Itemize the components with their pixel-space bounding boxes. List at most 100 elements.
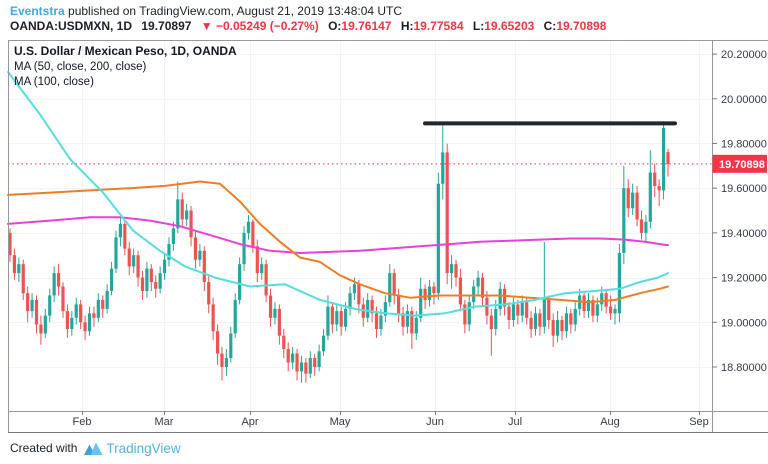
candle-up <box>158 273 162 289</box>
candle-down <box>92 313 96 318</box>
candle-down <box>489 315 493 329</box>
candle-down <box>202 250 206 283</box>
candle-up <box>242 232 246 265</box>
candle-up <box>171 228 175 245</box>
candle-down <box>136 255 140 278</box>
candle-down <box>653 172 657 186</box>
candle-up <box>317 351 321 367</box>
month-label: Mar <box>155 416 174 428</box>
legend-symbol-title[interactable]: U.S. Dollar / Mexican Peso, 1D, OANDA <box>14 44 237 58</box>
candle-down <box>189 210 193 238</box>
candle-up <box>648 172 652 222</box>
candle-down <box>502 288 507 307</box>
candle-down <box>401 313 405 327</box>
legend-ma-100[interactable]: MA (100, close) <box>14 76 94 88</box>
candle-up <box>17 264 21 274</box>
candle-down <box>282 335 286 350</box>
price-tick-label: 19.00000 <box>721 317 767 329</box>
candle-up <box>511 304 516 321</box>
candle-down <box>538 313 542 327</box>
candle-up <box>379 315 383 329</box>
close-label: C: <box>543 19 557 33</box>
candle-up <box>494 308 498 329</box>
tradingview-brand-link[interactable]: TradingView <box>106 440 181 456</box>
candle-up <box>617 252 622 314</box>
candle-up <box>450 264 454 274</box>
candle-up <box>344 308 348 327</box>
candle-up <box>70 317 74 329</box>
candle-up <box>87 313 92 332</box>
candle-up <box>43 315 47 334</box>
candle-up <box>555 320 560 336</box>
price-change-text: ▼ −0.05249 (−0.27%) <box>200 19 319 33</box>
candle-down <box>657 185 661 191</box>
candle-down <box>370 299 374 314</box>
candle-up <box>176 199 180 229</box>
candle-up <box>291 353 295 363</box>
candle-down <box>101 299 105 309</box>
candle-up <box>573 308 577 325</box>
candle-down <box>666 152 670 164</box>
candle-up <box>105 290 109 309</box>
candle-down <box>304 362 308 374</box>
candle-down <box>295 353 299 372</box>
month-label: May <box>330 416 351 428</box>
gridlines <box>8 40 712 411</box>
candle-down <box>357 284 361 305</box>
price-chart[interactable]: 20.20000 20.00000 19.80000 19.60000 19.40000… <box>0 40 768 433</box>
candle-up <box>299 362 304 372</box>
candle-up <box>498 288 502 309</box>
candle-down <box>211 304 215 332</box>
candle-up <box>414 317 418 334</box>
candle-up <box>419 288 423 318</box>
candle-down <box>313 358 317 367</box>
candle-down <box>410 311 414 334</box>
candle-up <box>145 268 149 291</box>
candle-down <box>458 277 463 305</box>
candle-down <box>582 295 586 312</box>
candle-down <box>480 277 485 298</box>
candle-down <box>264 264 268 296</box>
candle-up <box>600 293 604 305</box>
publish-byline: Eventstra published on TradingView.com, … <box>10 4 402 18</box>
candle-up <box>366 299 370 318</box>
legend-ma-50-200[interactable]: MA (50, close, 200, close) <box>14 60 147 73</box>
candle-up <box>436 183 440 294</box>
high-value: 19.77584 <box>413 19 464 33</box>
candle-up <box>48 295 52 316</box>
candle-down <box>330 306 334 325</box>
candle-down <box>154 282 158 289</box>
chart-legend: U.S. Dollar / Mexican Peso, 1D, OANDA MA… <box>14 44 237 91</box>
price-tick-label: 19.60000 <box>721 183 767 195</box>
candle-down <box>56 273 61 287</box>
last-price-badge-bg <box>712 154 767 173</box>
candle-up <box>114 237 118 269</box>
candle-up <box>162 259 167 274</box>
candle-down <box>392 273 396 296</box>
candle-up <box>96 299 100 318</box>
candle-up <box>260 264 264 274</box>
low-value: 19.65203 <box>484 19 535 33</box>
month-label: Sep <box>689 416 709 428</box>
candle-up <box>185 210 189 220</box>
candle-down <box>180 199 184 220</box>
high-label: H: <box>400 19 414 33</box>
month-label: Aug <box>600 416 620 428</box>
candle-down <box>560 320 564 332</box>
candle-down <box>277 308 281 336</box>
candle-up <box>441 152 445 184</box>
candle-down <box>207 282 211 305</box>
candle-down <box>525 302 529 318</box>
tradingview-logo-icon[interactable] <box>84 441 103 456</box>
candle-down <box>529 317 533 329</box>
price-tick-label: 19.40000 <box>721 228 767 240</box>
candle-down <box>639 219 644 233</box>
candle-down <box>432 286 436 294</box>
candle-down <box>21 264 25 294</box>
chart-area: 20.20000 20.00000 19.80000 19.60000 19.40000… <box>0 40 768 433</box>
candle-up <box>622 188 626 253</box>
candle-down <box>61 286 65 312</box>
candle-down <box>65 311 70 329</box>
candle-up <box>246 221 251 233</box>
author-link[interactable]: Eventstra <box>10 4 65 18</box>
